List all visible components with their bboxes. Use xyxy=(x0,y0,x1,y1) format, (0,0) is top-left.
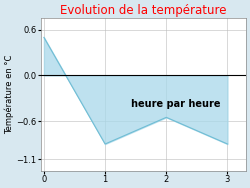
Text: heure par heure: heure par heure xyxy=(131,99,220,109)
Y-axis label: Température en °C: Température en °C xyxy=(4,55,14,134)
Title: Evolution de la température: Evolution de la température xyxy=(60,4,226,17)
